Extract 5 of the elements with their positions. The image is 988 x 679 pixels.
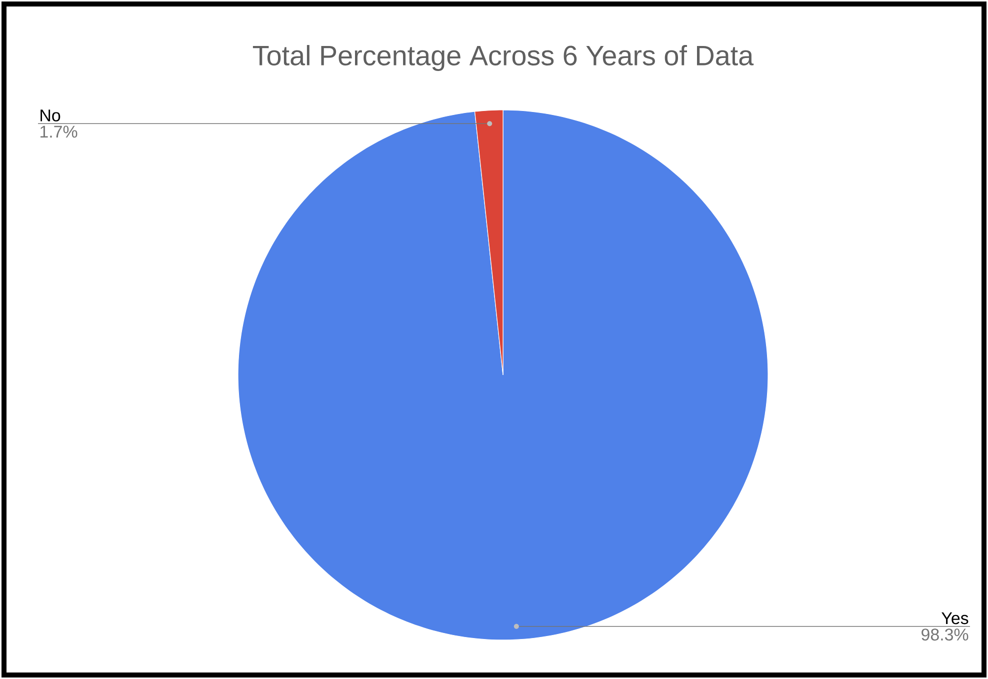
- slice-label: Yes: [942, 612, 968, 624]
- data-label: 1.7%: [40, 126, 78, 138]
- slice-label: No: [40, 110, 60, 122]
- chart-title: Total Percentage Across 6 Years of Data: [252, 45, 754, 71]
- data-label: 98.3%: [922, 628, 968, 641]
